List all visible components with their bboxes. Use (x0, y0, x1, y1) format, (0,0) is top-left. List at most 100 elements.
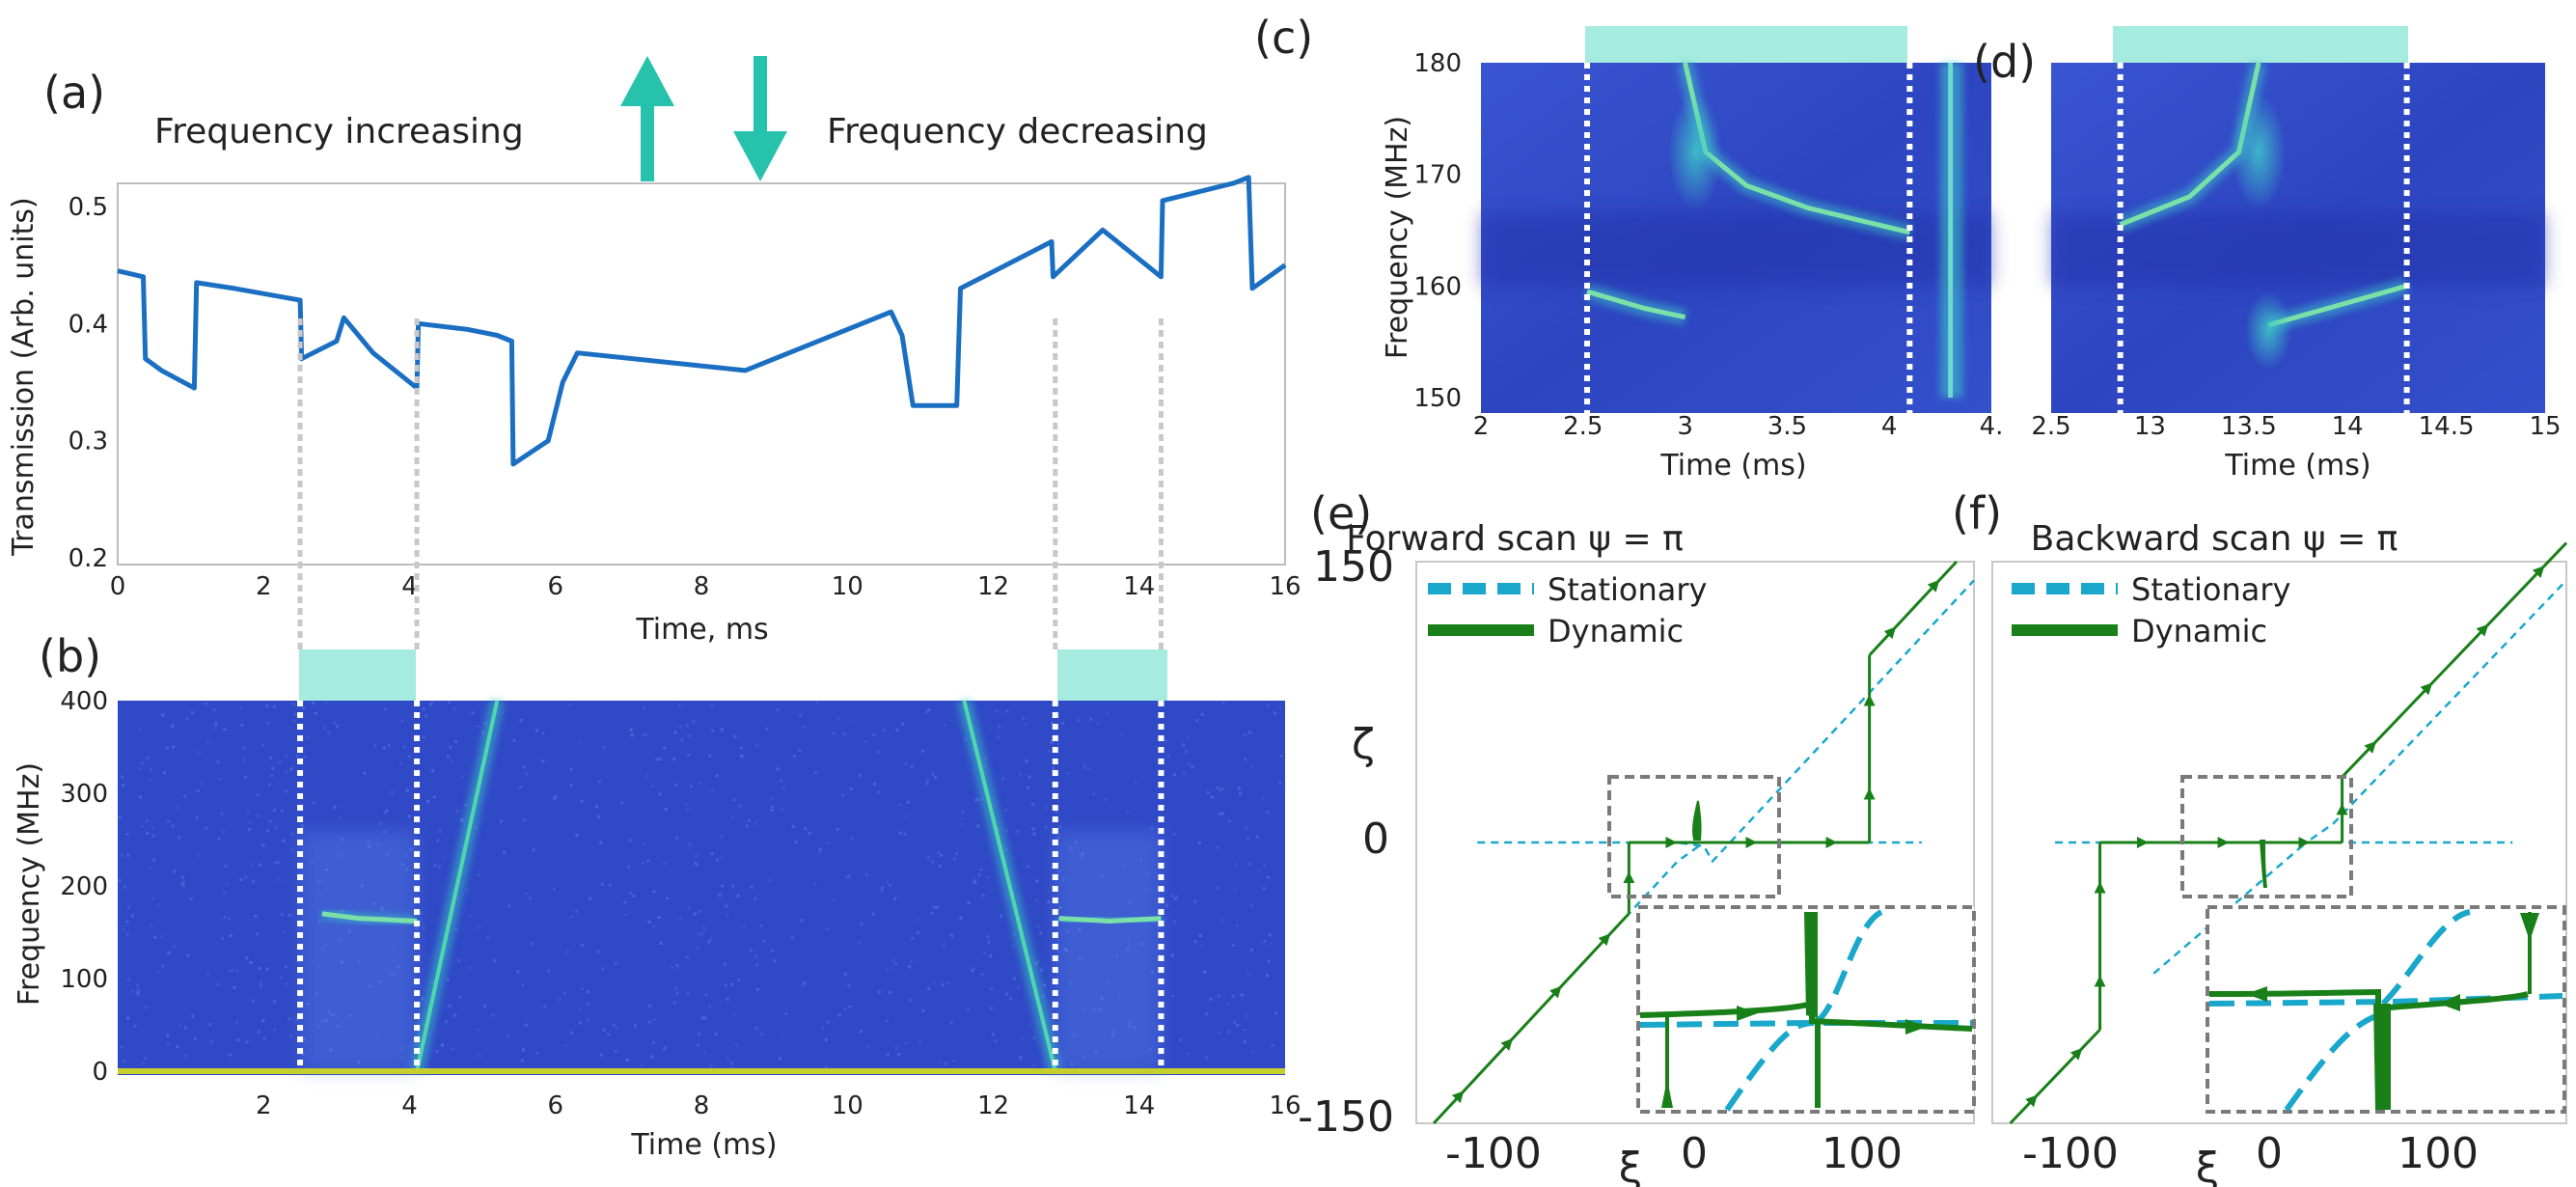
noise-speck (210, 1040, 213, 1043)
noise-speck (821, 1026, 825, 1030)
inset-arrowhead (2439, 994, 2460, 1011)
spectrogram-d-features (2051, 61, 2545, 413)
noise-speck (1052, 766, 1055, 770)
xtick: 14 (1123, 1091, 1155, 1120)
noise-speck (1005, 829, 1009, 833)
ytick: 300 (60, 780, 108, 809)
xtick: 0 (110, 572, 126, 601)
noise-speck (700, 1016, 704, 1020)
noise-speck (1195, 719, 1199, 722)
dynamic-segment (2341, 541, 2568, 779)
noise-speck (1104, 798, 1108, 802)
panel-a-ylabel: Transmission (Arb. units) (7, 197, 41, 556)
noise-speck (273, 704, 277, 708)
dynamic-arrow (1883, 626, 1897, 640)
noise-speck (569, 1031, 573, 1035)
noise-speck (189, 897, 193, 900)
ytick: 0 (92, 1058, 108, 1087)
noise-speck (608, 883, 612, 887)
noise-speck (754, 954, 758, 958)
noise-speck (949, 933, 953, 937)
noise-speck (687, 754, 690, 758)
noise-speck (627, 865, 631, 869)
noise-speck (1232, 944, 1235, 947)
noise-speck (195, 815, 199, 819)
noise-speck (672, 1001, 676, 1005)
noise-speck (416, 927, 420, 931)
noise-speck (842, 732, 846, 735)
noise-speck (289, 767, 293, 771)
noise-speck (1028, 1022, 1031, 1026)
dynamic-arrow (2420, 682, 2433, 696)
noise-speck (580, 799, 584, 803)
ytick: 150 (1413, 384, 1462, 413)
noise-speck (452, 706, 456, 710)
noise-speck (446, 755, 450, 759)
noise-speck (1036, 925, 1040, 928)
xtick: 14.5 (2419, 412, 2475, 441)
noise-speck (1204, 1056, 1208, 1060)
dynamic-segment (1432, 912, 1631, 1125)
panel-f-label: (f) (1952, 487, 2002, 539)
xtick: 10 (832, 572, 863, 601)
noise-speck (932, 981, 936, 984)
noise-speck (873, 782, 877, 786)
noise-speck (126, 1016, 130, 1020)
noise-speck (614, 1049, 617, 1053)
noise-speck (262, 1036, 266, 1040)
noise-speck (698, 910, 701, 914)
noise-speck (290, 848, 294, 852)
noise-speck (180, 882, 184, 886)
noise-speck (382, 746, 386, 750)
noise-speck (614, 961, 617, 965)
noise-speck (966, 1008, 970, 1011)
noise-speck (562, 991, 566, 995)
noise-speck (258, 863, 261, 867)
noise-speck (678, 704, 681, 707)
noise-speck (898, 803, 902, 807)
noise-speck (1269, 942, 1273, 946)
noise-speck (1199, 934, 1202, 938)
noise-speck (166, 1034, 170, 1037)
noise-speck (983, 952, 987, 955)
noise-speck (197, 751, 201, 754)
noise-speck (1034, 898, 1038, 902)
noise-speck (818, 851, 822, 855)
noise-speck (931, 860, 935, 864)
noise-speck (666, 897, 669, 900)
noise-speck (451, 759, 454, 763)
noise-speck (814, 771, 818, 775)
noise-speck (1096, 722, 1100, 726)
noise-speck (658, 792, 662, 796)
noise-speck (602, 1028, 606, 1032)
noise-speck (685, 724, 689, 728)
noise-speck (971, 969, 974, 973)
noise-speck (173, 870, 176, 873)
noise-speck (483, 1004, 487, 1008)
noise-speck (843, 1008, 847, 1011)
stationary-curve (2152, 841, 2513, 975)
noise-speck (925, 779, 929, 782)
noise-speck (233, 986, 236, 989)
noise-speck (522, 765, 526, 769)
noise-speck (552, 888, 556, 892)
noise-speck (196, 789, 200, 793)
noise-speck (750, 949, 753, 952)
noise-speck (125, 832, 129, 836)
noise-speck (603, 746, 607, 749)
noise-speck (259, 984, 262, 988)
noise-speck (266, 829, 270, 833)
noise-speck (693, 912, 697, 916)
noise-speck (1216, 786, 1219, 789)
noise-speck (461, 819, 465, 823)
noise-speck (580, 944, 584, 947)
noise-speck (1170, 953, 1174, 957)
noise-speck (191, 1014, 195, 1018)
noise-speck (292, 720, 296, 724)
noise-speck (1245, 1013, 1248, 1017)
noise-speck (1193, 899, 1197, 903)
panel-e: (e) Forward scan ψ = π Stationary Dynami… (1298, 487, 1976, 1187)
noise-speck (663, 746, 667, 750)
noise-speck (1234, 863, 1238, 866)
noise-speck (1087, 767, 1091, 770)
